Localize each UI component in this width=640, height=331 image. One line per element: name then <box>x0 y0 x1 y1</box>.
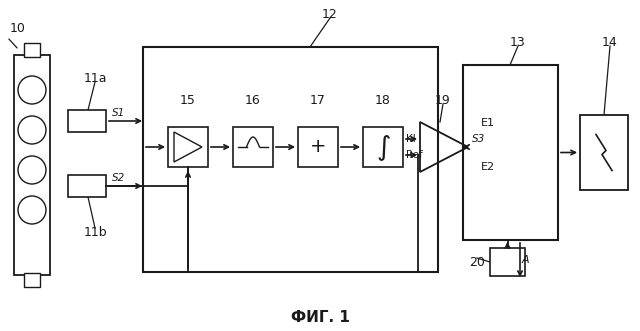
Bar <box>490 248 525 276</box>
Bar <box>24 273 40 287</box>
Bar <box>463 65 558 240</box>
Text: 10: 10 <box>10 22 26 34</box>
Text: E2: E2 <box>481 162 495 171</box>
Bar <box>68 175 106 197</box>
Bar <box>580 115 628 190</box>
Bar <box>68 110 106 132</box>
Text: 12: 12 <box>322 8 338 21</box>
Text: 11a: 11a <box>83 71 107 84</box>
Text: 16: 16 <box>245 93 261 107</box>
Bar <box>363 127 403 167</box>
Text: 15: 15 <box>180 93 196 107</box>
Text: 17: 17 <box>310 93 326 107</box>
Text: A: A <box>521 255 529 265</box>
Text: 13: 13 <box>510 35 526 49</box>
Text: ФИГ. 1: ФИГ. 1 <box>291 310 349 325</box>
Bar <box>233 127 273 167</box>
Text: S1: S1 <box>112 108 125 118</box>
Bar <box>298 127 338 167</box>
Text: +: + <box>310 137 326 157</box>
Text: 14: 14 <box>602 35 618 49</box>
Bar <box>143 47 438 272</box>
Text: Ref: Ref <box>406 150 423 160</box>
Bar <box>168 127 208 167</box>
Bar <box>24 43 40 57</box>
Text: KI: KI <box>406 134 416 144</box>
Text: S3: S3 <box>472 134 485 144</box>
Text: 20: 20 <box>469 256 485 268</box>
Text: $\int$: $\int$ <box>376 133 390 163</box>
Bar <box>14 55 50 275</box>
Text: 11b: 11b <box>83 225 107 239</box>
Text: S2: S2 <box>112 173 125 183</box>
Text: 19: 19 <box>435 93 451 107</box>
Text: E1: E1 <box>481 118 495 128</box>
Text: 18: 18 <box>375 93 391 107</box>
